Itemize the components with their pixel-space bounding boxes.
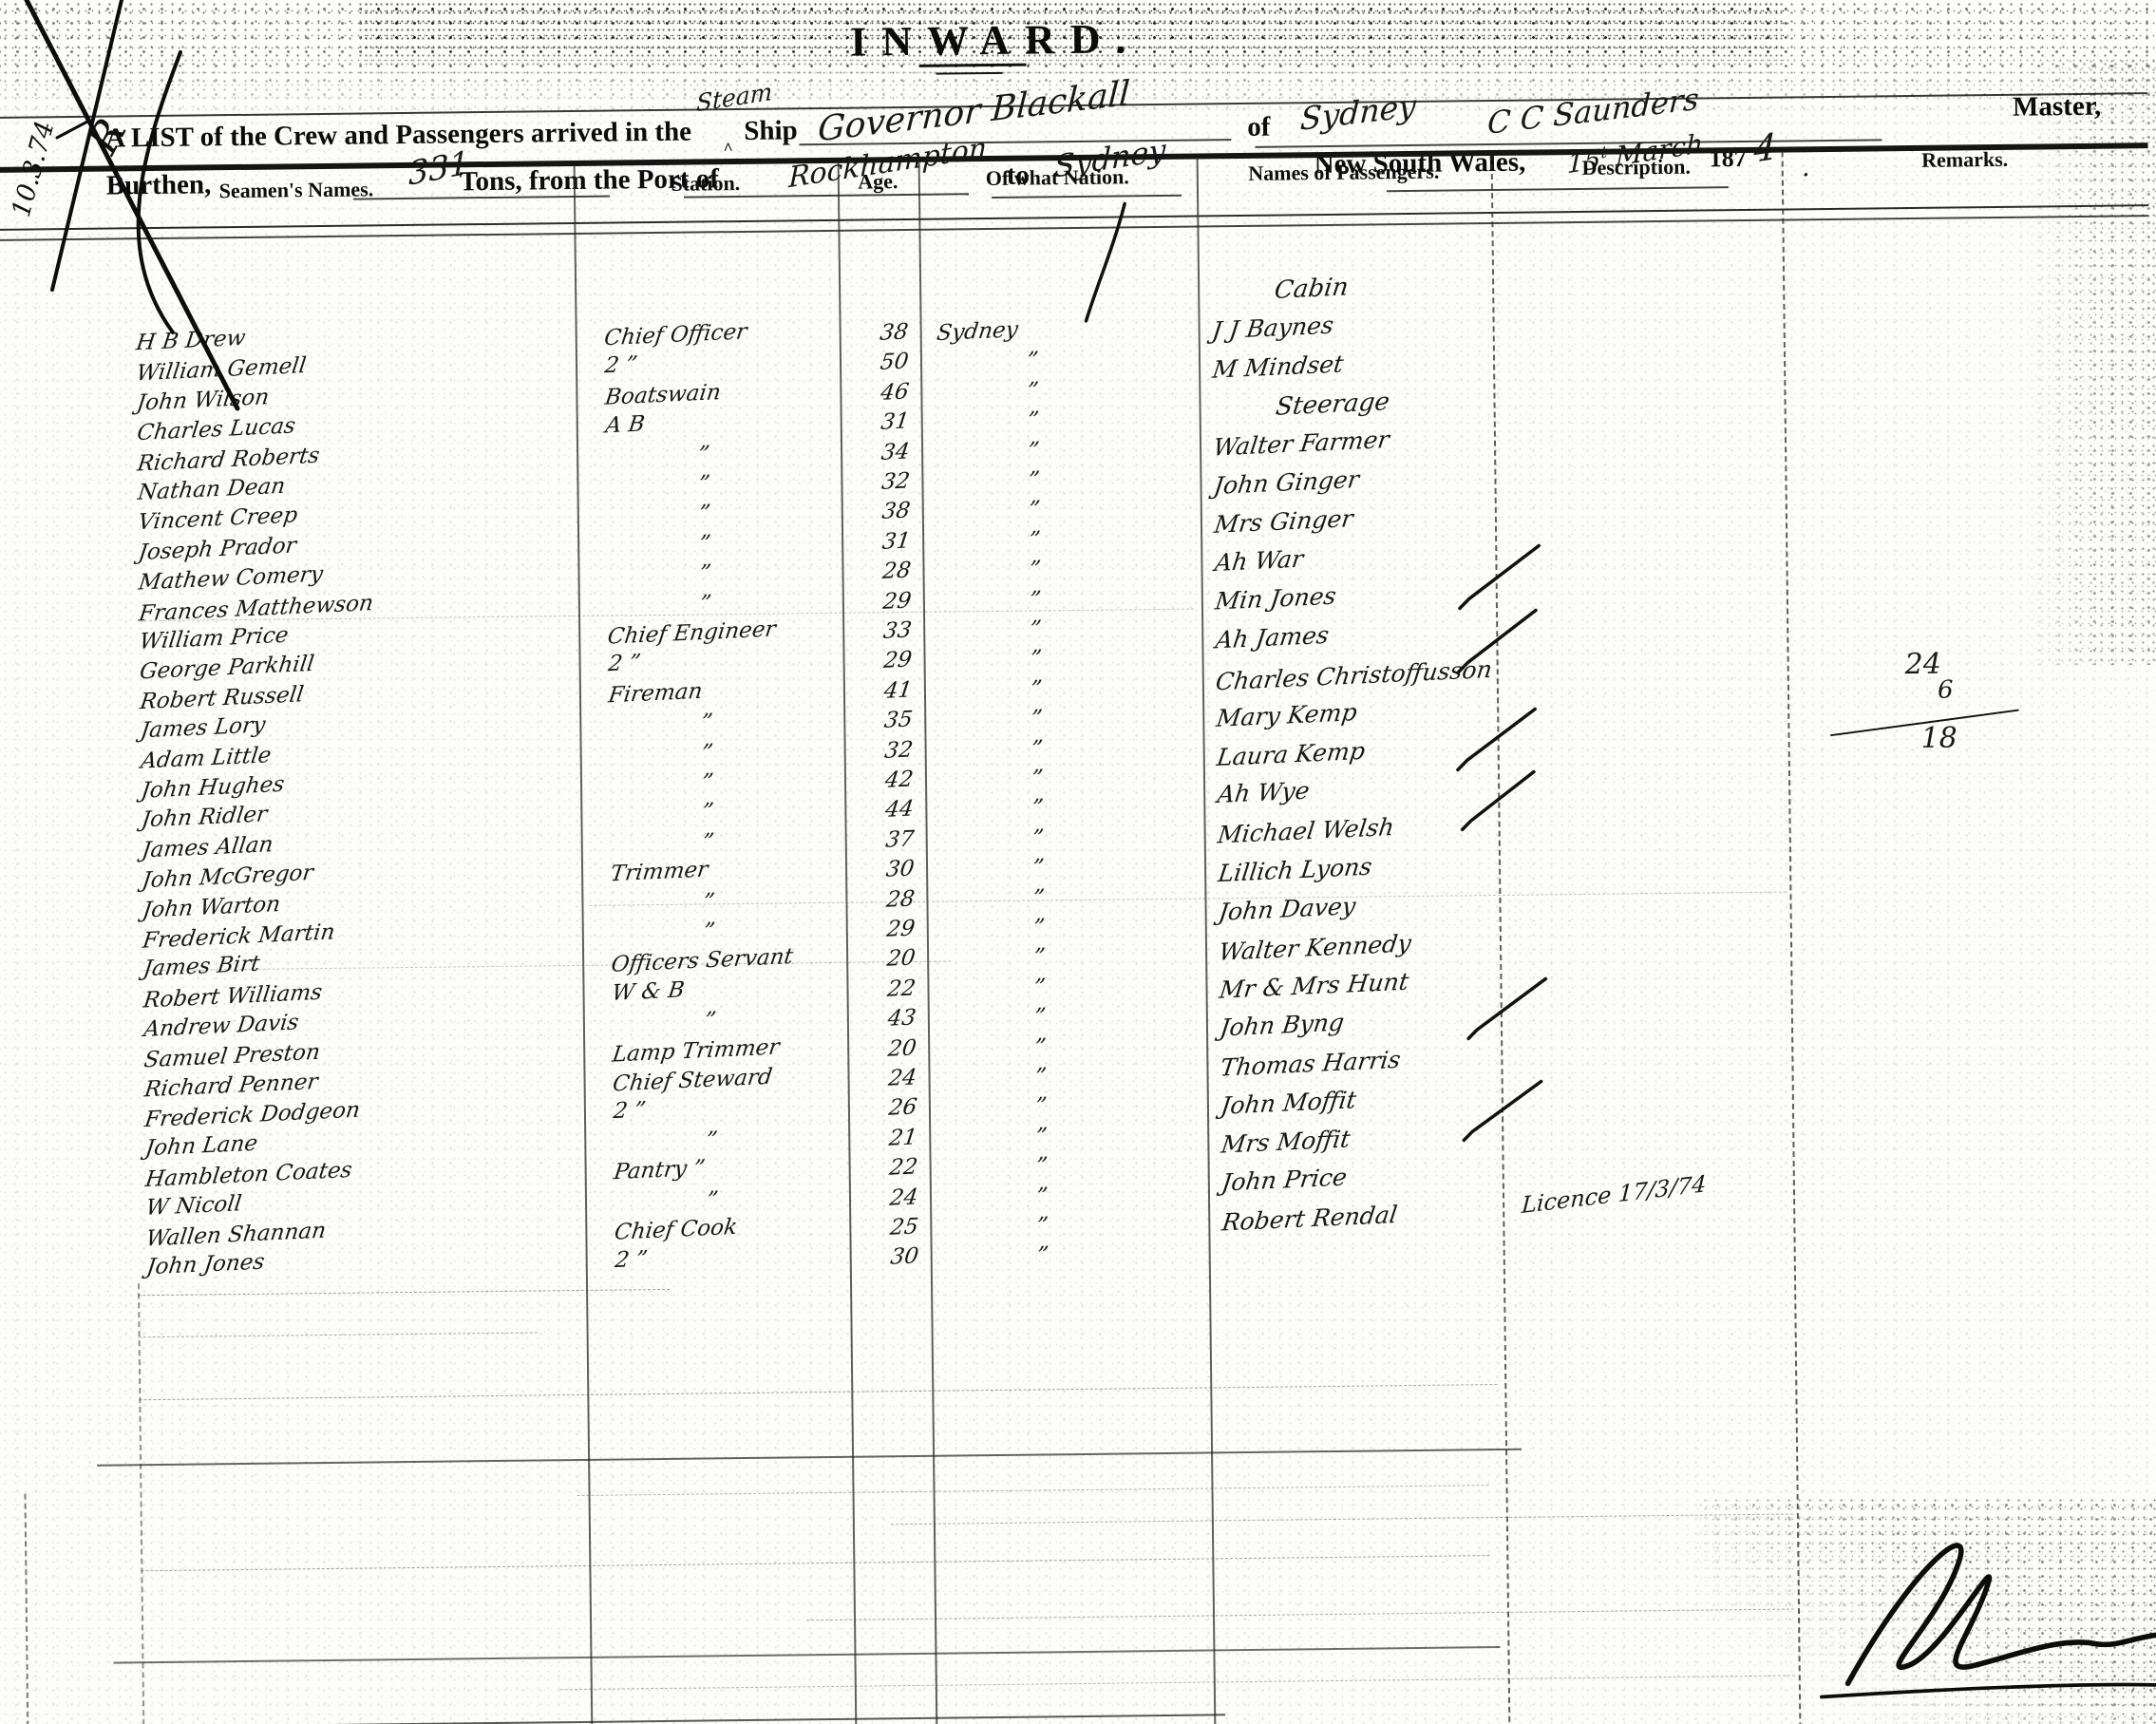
corner-pen-marks: 10.3.74 R [7,0,240,411]
master-signature [1820,1543,2156,1699]
corner-date-note: 10.3.74 [7,118,61,220]
